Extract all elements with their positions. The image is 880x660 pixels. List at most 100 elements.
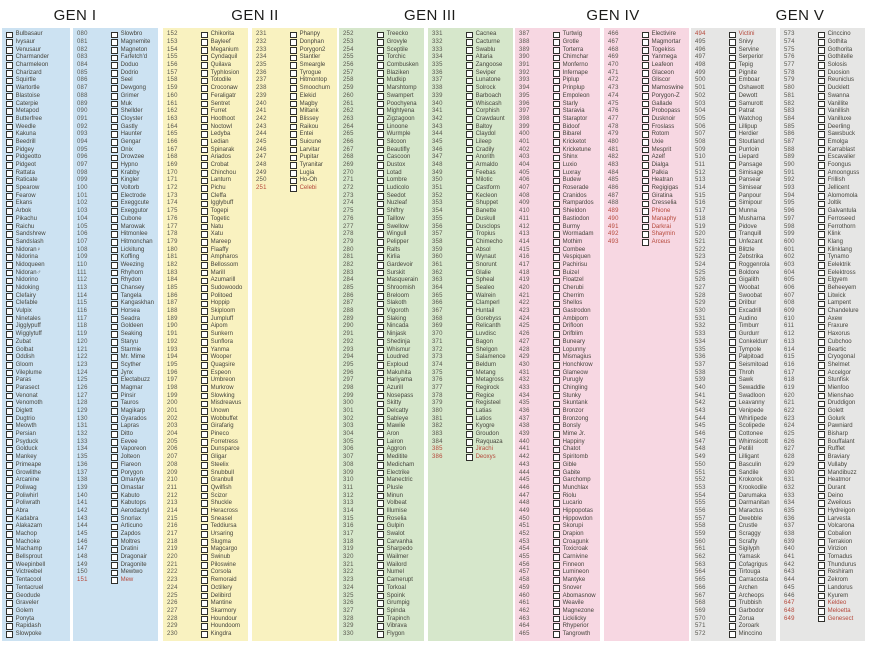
checkbox[interactable]	[729, 569, 736, 577]
checkbox[interactable]	[553, 546, 560, 554]
checkbox[interactable]	[201, 408, 208, 415]
checkbox[interactable]	[111, 308, 118, 315]
checkbox[interactable]	[111, 508, 118, 515]
checkbox[interactable]	[111, 154, 118, 162]
checkbox[interactable]	[201, 277, 208, 285]
checkbox[interactable]	[377, 492, 384, 500]
checkbox[interactable]	[6, 185, 13, 192]
checkbox[interactable]	[466, 377, 473, 385]
checkbox[interactable]	[111, 469, 118, 477]
checkbox[interactable]	[111, 208, 118, 215]
checkbox[interactable]	[6, 246, 13, 254]
checkbox[interactable]	[201, 177, 208, 185]
checkbox[interactable]	[6, 485, 13, 492]
checkbox[interactable]	[201, 531, 208, 538]
checkbox[interactable]	[466, 169, 473, 177]
checkbox[interactable]	[466, 346, 473, 354]
checkbox[interactable]	[729, 46, 736, 54]
checkbox[interactable]	[377, 223, 384, 231]
checkbox[interactable]	[201, 469, 208, 477]
checkbox[interactable]	[553, 377, 560, 385]
checkbox[interactable]	[642, 223, 649, 231]
checkbox[interactable]	[111, 354, 118, 362]
checkbox[interactable]	[818, 139, 825, 146]
checkbox[interactable]	[290, 177, 297, 185]
checkbox[interactable]	[201, 554, 208, 561]
checkbox[interactable]	[201, 569, 208, 577]
checkbox[interactable]	[818, 46, 825, 54]
checkbox[interactable]	[111, 377, 118, 385]
checkbox[interactable]	[818, 592, 825, 600]
checkbox[interactable]	[818, 454, 825, 461]
checkbox[interactable]	[6, 200, 13, 208]
checkbox[interactable]	[818, 546, 825, 554]
checkbox[interactable]	[466, 216, 473, 223]
checkbox[interactable]	[111, 69, 118, 77]
checkbox[interactable]	[377, 446, 384, 454]
checkbox[interactable]	[377, 400, 384, 408]
checkbox[interactable]	[553, 162, 560, 169]
checkbox[interactable]	[818, 538, 825, 546]
checkbox[interactable]	[377, 69, 384, 77]
checkbox[interactable]	[553, 508, 560, 515]
checkbox[interactable]	[201, 300, 208, 308]
checkbox[interactable]	[290, 93, 297, 100]
checkbox[interactable]	[818, 600, 825, 608]
checkbox[interactable]	[642, 169, 649, 177]
checkbox[interactable]	[377, 477, 384, 485]
checkbox[interactable]	[553, 93, 560, 100]
checkbox[interactable]	[818, 354, 825, 362]
checkbox[interactable]	[201, 385, 208, 392]
checkbox[interactable]	[111, 93, 118, 100]
checkbox[interactable]	[553, 331, 560, 338]
checkbox[interactable]	[377, 538, 384, 546]
checkbox[interactable]	[111, 500, 118, 508]
checkbox[interactable]	[818, 93, 825, 100]
checkbox[interactable]	[729, 216, 736, 223]
checkbox[interactable]	[466, 123, 473, 131]
checkbox[interactable]	[201, 100, 208, 108]
checkbox[interactable]	[111, 200, 118, 208]
checkbox[interactable]	[553, 569, 560, 577]
checkbox[interactable]	[111, 239, 118, 246]
checkbox[interactable]	[818, 531, 825, 538]
checkbox[interactable]	[729, 139, 736, 146]
checkbox[interactable]	[553, 538, 560, 546]
checkbox[interactable]	[729, 146, 736, 154]
checkbox[interactable]	[466, 400, 473, 408]
checkbox[interactable]	[466, 200, 473, 208]
checkbox[interactable]	[553, 600, 560, 608]
checkbox[interactable]	[729, 392, 736, 400]
checkbox[interactable]	[642, 85, 649, 92]
checkbox[interactable]	[729, 62, 736, 69]
checkbox[interactable]	[729, 415, 736, 423]
checkbox[interactable]	[729, 262, 736, 269]
checkbox[interactable]	[6, 577, 13, 584]
checkbox[interactable]	[553, 62, 560, 69]
checkbox[interactable]	[466, 108, 473, 116]
checkbox[interactable]	[818, 39, 825, 46]
checkbox[interactable]	[201, 231, 208, 239]
checkbox[interactable]	[466, 31, 473, 39]
checkbox[interactable]	[111, 323, 118, 331]
checkbox[interactable]	[111, 385, 118, 392]
checkbox[interactable]	[6, 100, 13, 108]
checkbox[interactable]	[290, 154, 297, 162]
checkbox[interactable]	[201, 254, 208, 262]
checkbox[interactable]	[111, 438, 118, 446]
checkbox[interactable]	[466, 339, 473, 346]
checkbox[interactable]	[6, 631, 13, 638]
checkbox[interactable]	[111, 123, 118, 131]
checkbox[interactable]	[818, 346, 825, 354]
checkbox[interactable]	[818, 446, 825, 454]
checkbox[interactable]	[553, 408, 560, 415]
checkbox[interactable]	[466, 39, 473, 46]
checkbox[interactable]	[729, 385, 736, 392]
checkbox[interactable]	[6, 438, 13, 446]
checkbox[interactable]	[553, 200, 560, 208]
checkbox[interactable]	[201, 116, 208, 123]
checkbox[interactable]	[201, 85, 208, 92]
checkbox[interactable]	[729, 315, 736, 323]
checkbox[interactable]	[642, 108, 649, 116]
checkbox[interactable]	[553, 615, 560, 623]
